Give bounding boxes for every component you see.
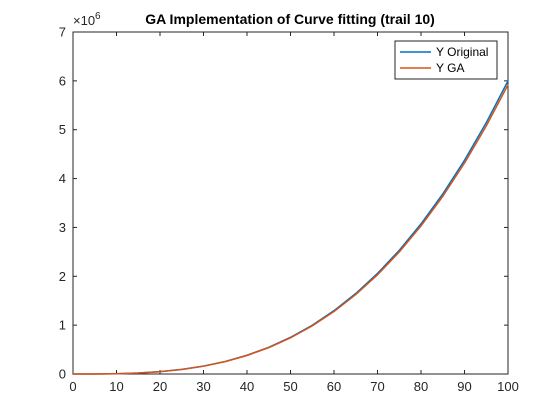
- legend: Y Original Y GA: [394, 40, 498, 80]
- series-line-y-ga: [72, 84, 509, 375]
- x-tick-label: 10: [109, 379, 123, 394]
- x-tick-label: 60: [327, 379, 341, 394]
- y-tick-label: 3: [59, 220, 66, 235]
- x-tick-label: 50: [283, 379, 297, 394]
- x-tick-label: 40: [240, 379, 254, 394]
- x-tick-label: 90: [457, 379, 471, 394]
- y-tick-label: 4: [59, 171, 66, 186]
- y-exponent-power: 6: [95, 11, 101, 22]
- legend-box: [394, 40, 498, 80]
- x-tick-label: 80: [414, 379, 428, 394]
- y-tick-label: 5: [59, 122, 66, 137]
- chart-title: GA Implementation of Curve fitting (trai…: [145, 11, 435, 27]
- y-tick-label: 2: [59, 269, 66, 284]
- x-tick-label: 100: [497, 379, 519, 394]
- y-exponent-base: ×10: [73, 13, 95, 28]
- plot-area: [72, 31, 509, 375]
- x-tick-label: 30: [196, 379, 210, 394]
- x-tick-label: 70: [370, 379, 384, 394]
- legend-label: Y Original: [436, 45, 488, 59]
- y-axis-exponent: ×10 6: [73, 11, 101, 28]
- y-tick-label: 0: [59, 367, 66, 382]
- y-tick-label: 7: [59, 25, 66, 40]
- y-tick-label: 1: [59, 318, 66, 333]
- x-tick-label: 20: [153, 379, 167, 394]
- y-tick-label: 6: [59, 73, 66, 88]
- x-tick-label: 0: [69, 379, 76, 394]
- legend-label: Y GA: [436, 61, 464, 75]
- series-layer: [72, 80, 509, 375]
